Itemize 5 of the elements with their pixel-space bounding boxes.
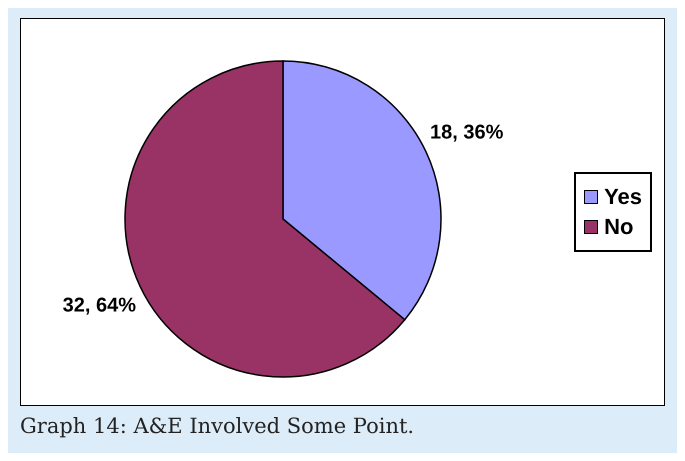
legend-label: No <box>604 214 634 240</box>
data-label: 32, 64% <box>62 294 136 316</box>
caption: Graph 14: A&E Involved Some Point. <box>20 413 416 438</box>
legend-label: Yes <box>604 184 642 210</box>
data-label: 18, 36% <box>430 122 504 144</box>
